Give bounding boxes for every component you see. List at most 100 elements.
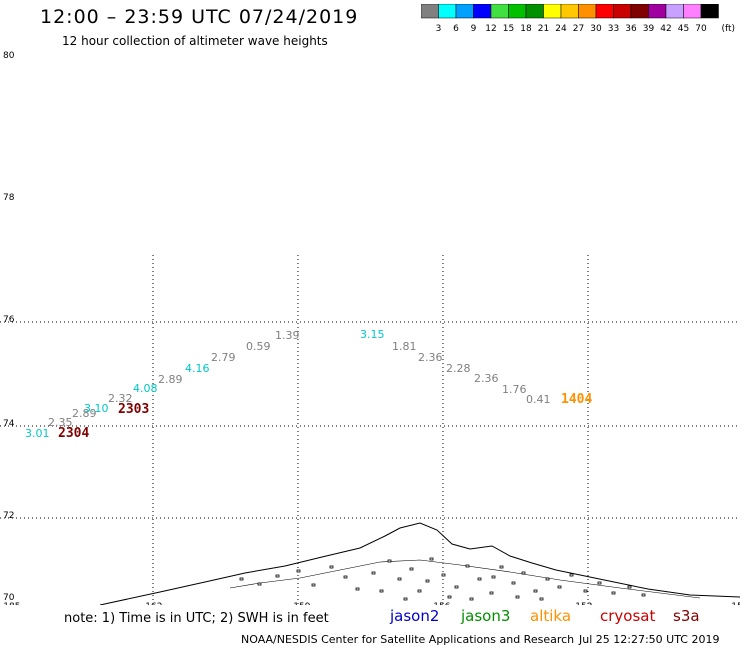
wave-height-label: 3.01 xyxy=(25,427,50,440)
latitude-label: 76 xyxy=(3,315,15,325)
colorbar-tick-label: 39 xyxy=(643,24,655,34)
lake-shape xyxy=(521,571,526,575)
lake-shape xyxy=(441,573,446,577)
lake-shape xyxy=(454,585,459,589)
lake-shape xyxy=(583,589,588,593)
longitude-label: -153 xyxy=(572,602,592,605)
lake-shape xyxy=(515,595,520,599)
latitude-label: 74 xyxy=(3,419,15,429)
latitude-label: 78 xyxy=(3,193,15,203)
lake-shape xyxy=(499,565,504,569)
lake-shape xyxy=(239,577,244,581)
alaska-coastline xyxy=(99,522,740,605)
lake-shape xyxy=(429,557,434,561)
lake-shape xyxy=(533,589,538,593)
wave-height-label: 0.59 xyxy=(246,340,271,353)
footer-note: note: 1) Time is in UTC; 2) SWH is in fe… xyxy=(64,611,329,626)
lake-shape xyxy=(387,559,392,563)
colorbar-tick-label: 33 xyxy=(608,24,619,34)
map-title: 12:00 – 23:59 UTC 07/24/2019 xyxy=(40,6,359,28)
generated-timestamp: Jul 25 12:27:50 UTC 2019 xyxy=(579,633,720,646)
colorbar-tick-label: 18 xyxy=(520,24,532,34)
lake-shape xyxy=(355,587,360,591)
colorbar-swatch xyxy=(700,4,719,19)
lake-shape xyxy=(343,575,348,579)
lake-shape xyxy=(539,597,544,601)
credit-line: NOAA/NESDIS Center for Satellite Applica… xyxy=(241,633,575,646)
colorbar-legend: 3 6 9 12 15 18 21 24 27 30 33 36 39 42 45 70 (ft) xyxy=(421,4,735,34)
latitude-label: 80 xyxy=(3,51,15,61)
colorbar-tick-label: 9 xyxy=(471,24,477,34)
longitude-label: -156 xyxy=(430,602,451,605)
lake-shape xyxy=(275,574,280,578)
wave-height-label: 2.79 xyxy=(211,351,236,364)
lake-shape xyxy=(477,577,482,581)
wave-height-label: 3.10 xyxy=(84,402,109,415)
map-subtitle: 12 hour collection of altimeter wave hei… xyxy=(62,34,328,48)
legend-s3a: s3a xyxy=(673,607,700,625)
legend-cryosat: cryosat xyxy=(600,607,656,625)
lake-shape xyxy=(417,589,422,593)
wave-height-label: 2.28 xyxy=(446,362,471,375)
colorbar-tick-label: 3 xyxy=(436,24,442,34)
wave-height-label: 2.35 xyxy=(48,416,73,429)
longitude-labels: -185 -162 -159 -156 -153 -15 xyxy=(0,602,740,605)
longitude-label: -185 xyxy=(0,602,20,605)
lake-shape xyxy=(627,585,632,589)
lake-shape xyxy=(465,564,470,568)
colorbar-tick-label: 6 xyxy=(453,24,459,34)
lake-shape xyxy=(611,591,616,595)
wave-height-label: 2.89 xyxy=(72,407,97,420)
wave-height-map: 80 78 76 74 72 70 -185 -162 -159 -156 -153 -15 3.0… xyxy=(0,51,740,605)
legend-jason3: jason3 xyxy=(461,607,511,625)
wave-height-label: 2.89 xyxy=(158,373,183,386)
lake-shape xyxy=(597,581,602,585)
lake-shape xyxy=(557,585,562,589)
wave-height-label: 2.36 xyxy=(474,372,499,385)
colorbar-tick-label: 12 xyxy=(485,24,496,34)
colorbar-tick-label: 21 xyxy=(538,24,549,34)
legend-altika: altika xyxy=(530,607,572,625)
lake-shape xyxy=(511,581,516,585)
latitude-label: 72 xyxy=(3,511,14,521)
colorbar-tick-label: 15 xyxy=(503,24,514,34)
colorbar-tick-label: 42 xyxy=(660,24,671,34)
colorbar-tick-label: 70 xyxy=(695,24,707,34)
wave-height-label: 4.16 xyxy=(185,362,210,375)
lake-shape xyxy=(311,583,316,587)
pass-time-label: 2303 xyxy=(118,402,149,417)
tundra-lakes xyxy=(239,557,646,601)
lake-shape xyxy=(489,591,494,595)
colorbar-tick-label: 36 xyxy=(625,24,637,34)
lake-shape xyxy=(469,597,474,601)
colorbar-tick-label: 24 xyxy=(555,24,567,34)
lake-shape xyxy=(425,579,430,583)
colorbar-tick-label: 30 xyxy=(590,24,602,34)
pass-time-label: 1404 xyxy=(561,392,592,407)
wave-height-label: 0.41 xyxy=(526,393,551,406)
lake-shape xyxy=(296,569,301,573)
lake-shape xyxy=(329,565,334,569)
longitude-label: -15 xyxy=(728,602,740,605)
lake-shape xyxy=(379,589,384,593)
lake-shape xyxy=(641,593,646,597)
pass-time-label: 2304 xyxy=(58,426,89,441)
wave-height-values: 3.012.352.893.102.324.082.894.162.790.59… xyxy=(25,328,551,440)
lake-shape xyxy=(447,595,452,599)
wave-height-label: 1.39 xyxy=(275,329,300,342)
lake-shape xyxy=(545,577,550,581)
colorbar-unit: (ft) xyxy=(721,24,735,34)
lake-shape xyxy=(569,573,574,577)
colorbar-tick-label: 27 xyxy=(573,24,584,34)
wave-height-label: 1.76 xyxy=(502,383,527,396)
lake-shape xyxy=(397,577,402,581)
wave-height-label: 2.32 xyxy=(108,392,133,405)
legend-jason2: jason2 xyxy=(390,607,440,625)
longitude-label: -159 xyxy=(290,602,311,605)
colorbar-tick-label: 45 xyxy=(678,24,689,34)
wave-height-label: 4.08 xyxy=(133,382,158,395)
pass-time-labels: 2304 2303 1404 xyxy=(58,392,592,441)
latitude-label: 70 xyxy=(3,593,15,603)
graticule xyxy=(0,255,740,605)
wave-height-label: 1.81 xyxy=(392,340,417,353)
